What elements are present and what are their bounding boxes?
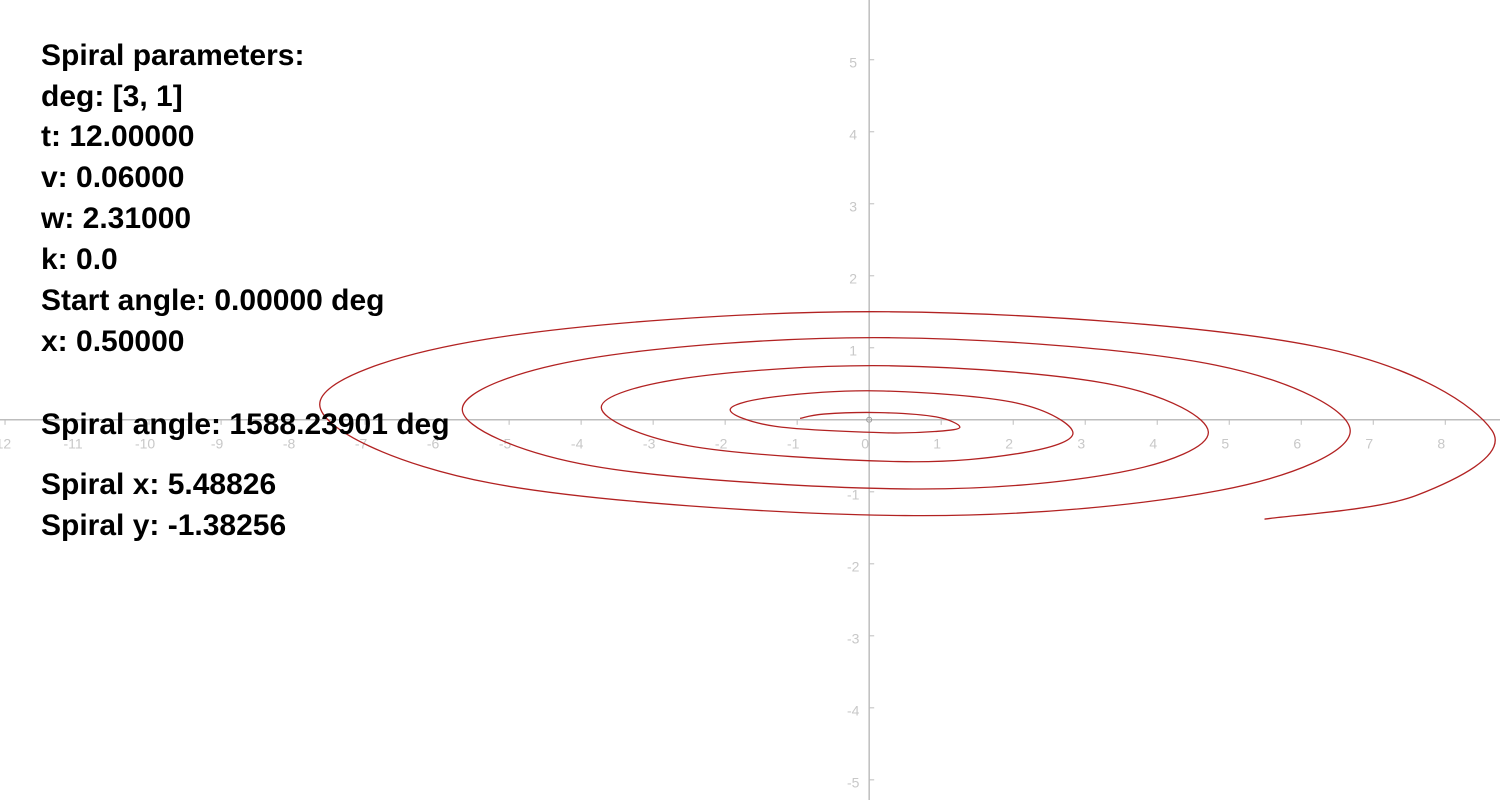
panel-line: Start angle: 0.00000 deg	[41, 284, 384, 317]
y-tick-label: -2	[847, 559, 860, 575]
y-tick-label: -4	[847, 703, 860, 719]
y-tick-label: 5	[849, 54, 857, 70]
spiral-curve	[319, 311, 1496, 520]
x-tick-label: 0	[861, 436, 869, 452]
x-tick-label: 3	[1077, 436, 1085, 452]
y-tick-label: 1	[849, 342, 857, 358]
x-tick-label: -8	[283, 436, 296, 452]
y-tick-label: 3	[849, 198, 857, 214]
panel-line: x: 0.50000	[41, 325, 184, 358]
curve-layer	[319, 311, 1496, 520]
y-tick-label: 2	[849, 270, 857, 286]
panel-line: Spiral angle: 1588.23901 deg	[41, 408, 450, 441]
parameter-panel: Spiral parameters: deg: [3, 1] t: 12.00000…	[40, 39, 450, 542]
x-tick-label: -11	[63, 436, 82, 452]
x-tick-label: -4	[571, 436, 584, 452]
x-tick-label: 7	[1365, 436, 1373, 452]
x-tick-label: 4	[1149, 436, 1157, 452]
x-tick-label: -5	[499, 436, 512, 452]
x-tick-label: -7	[355, 436, 368, 452]
y-tick-label: 4	[849, 126, 857, 142]
x-tick-label: -1	[787, 436, 800, 452]
panel-line: deg: [3, 1]	[41, 80, 183, 113]
x-tick-label: 5	[1221, 436, 1229, 452]
panel-line: v: 0.06000	[41, 161, 184, 194]
x-tick-label: -3	[643, 436, 656, 452]
x-tick-label: -2	[715, 436, 728, 452]
panel-line: Spiral parameters:	[41, 39, 304, 72]
panel-line: Spiral x: 5.48826	[41, 468, 276, 501]
x-tick-label: 6	[1293, 436, 1301, 452]
x-tick-label: -10	[135, 436, 155, 452]
x-tick-label: -9	[211, 436, 224, 452]
x-tick-label: -6	[427, 436, 440, 452]
y-tick-label: -5	[847, 775, 860, 791]
y-tick-label: -1	[847, 487, 860, 503]
panel-line: w: 2.31000	[40, 202, 191, 235]
x-tick-label: 2	[1005, 436, 1013, 452]
x-tick-label: -12	[0, 436, 11, 452]
panel-line: k: 0.0	[41, 243, 118, 276]
x-tick-label: 8	[1437, 436, 1445, 452]
panel-line: Spiral y: -1.38256	[41, 509, 286, 542]
y-tick-label: -3	[847, 631, 860, 647]
x-tick-label: 1	[933, 436, 941, 452]
panel-line: t: 12.00000	[41, 120, 194, 153]
